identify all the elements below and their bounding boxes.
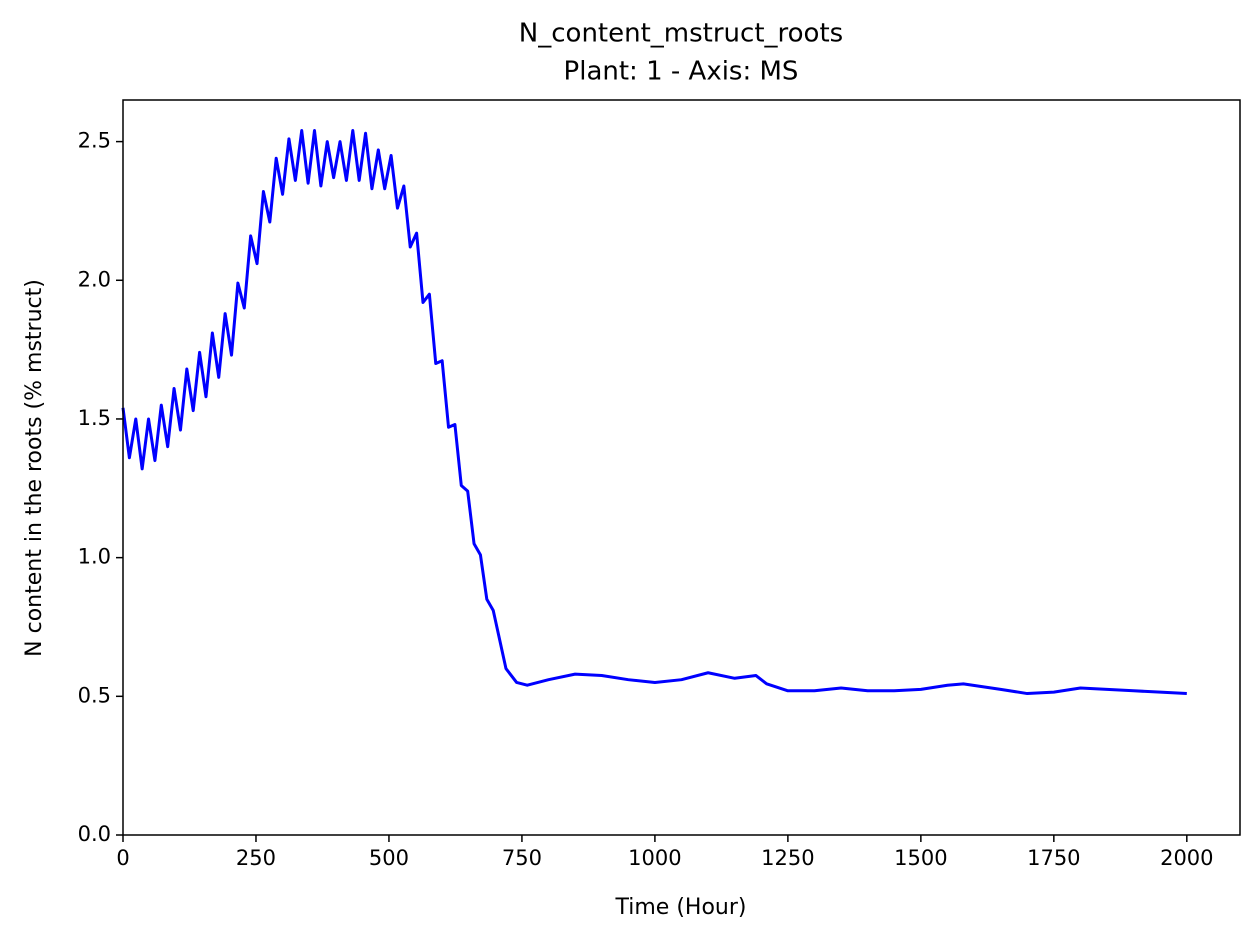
y-tick-label: 2.0 <box>78 267 111 291</box>
y-tick-label: 1.5 <box>78 406 111 430</box>
x-tick-label: 1000 <box>628 846 681 870</box>
plot-frame <box>122 99 1241 836</box>
x-tick-label: 1250 <box>761 846 814 870</box>
chart-subtitle: Plant: 1 - Axis: MS <box>564 57 799 87</box>
x-tick-label: 2000 <box>1160 846 1213 870</box>
x-tick-label: 500 <box>369 846 409 870</box>
y-tick-label: 0.5 <box>78 683 111 707</box>
y-tick-label: 2.5 <box>78 129 111 153</box>
y-tick-label: 1.0 <box>78 545 111 569</box>
x-tick-label: 250 <box>236 846 276 870</box>
y-tick-label: 0.0 <box>78 822 111 846</box>
data-line <box>121 129 1187 696</box>
chart-title: N_content_mstruct_roots <box>519 19 843 49</box>
x-tick-label: 1750 <box>1027 846 1080 870</box>
x-axis-label: Time (Hour) <box>615 895 747 920</box>
y-axis-label: N content in the roots (% mstruct) <box>22 279 47 657</box>
x-tick-label: 0 <box>116 846 129 870</box>
x-tick-label: 1500 <box>894 846 947 870</box>
x-tick-label: 750 <box>502 846 542 870</box>
